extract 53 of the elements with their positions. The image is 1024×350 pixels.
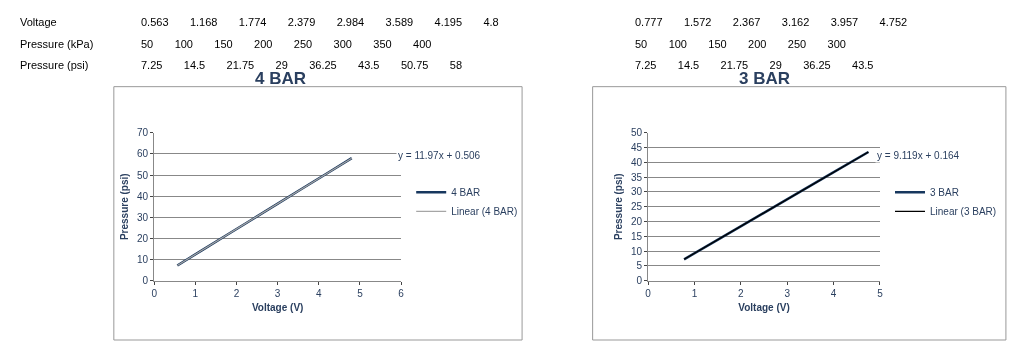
text: 0.563 1.168 1.774 2.379 2.984 3.589 4.195 4.8: [141, 16, 499, 28]
chart-title: 4 BAR: [255, 69, 307, 88]
x-tick-label: 2: [738, 287, 745, 299]
y-tick-label: 15: [630, 230, 643, 242]
x-tick-label: 0: [151, 287, 158, 299]
legend-label: Linear (4 BAR): [451, 206, 518, 218]
x-tick-label: 5: [877, 287, 884, 299]
x-axis-title: Voltage (V): [251, 302, 304, 314]
text: Pressure (kPa): [20, 38, 94, 50]
x-tick-label: 5: [357, 287, 364, 299]
text: Pressure (psi): [20, 59, 89, 71]
y-tick-label: 0: [636, 275, 643, 287]
y-tick-label: 10: [137, 254, 149, 266]
y-tick-label: 40: [137, 190, 149, 202]
y-axis-title: Pressure (psi): [119, 173, 131, 241]
x-tick-label: 4: [316, 287, 323, 299]
x-tick-label: 3: [784, 287, 791, 299]
x-tick-label: 4: [830, 287, 837, 299]
y-tick-label: 45: [630, 142, 643, 154]
x-tick-label: 1: [192, 287, 199, 299]
text: 0.777 1.572 2.367 3.162 3.957 4.752: [635, 16, 908, 28]
text: 7.25 14.5 21.75 29 36.25 43.5 50.75 58: [141, 59, 463, 71]
y-tick-label: 50: [630, 127, 643, 139]
legend-label: 4 BAR: [451, 187, 481, 199]
y-tick-label: 0: [142, 275, 149, 287]
x-axis-title: Voltage (V): [738, 302, 790, 314]
x-tick-label: 0: [645, 287, 652, 299]
y-tick-label: 5: [636, 260, 643, 272]
y-tick-label: 60: [137, 148, 149, 160]
legend-label: 3 BAR: [930, 187, 959, 199]
annotation: y = 9.119x + 0.164: [877, 150, 960, 161]
text: 50 100 150 200 250 300 350 400: [141, 38, 432, 50]
x-tick-label: 2: [233, 287, 240, 299]
chart-title: 3 BAR: [739, 69, 791, 88]
y-tick-label: 20: [630, 216, 643, 228]
y-tick-label: 25: [630, 201, 643, 213]
y-tick-label: 30: [630, 186, 643, 198]
x-tick-label: 1: [691, 287, 698, 299]
y-tick-label: 35: [630, 171, 643, 183]
text: 50 100 150 200 250 300: [635, 38, 846, 50]
legend-label: Linear (3 BAR): [930, 206, 997, 218]
x-tick-label: 3: [274, 287, 281, 299]
y-tick-label: 50: [137, 169, 149, 181]
x-tick-label: 6: [398, 287, 405, 299]
annotation: y = 11.97x + 0.506: [398, 150, 481, 161]
text: 7.25 14.5 21.75 29 36.25 43.5: [635, 59, 874, 71]
y-tick-label: 70: [137, 127, 149, 139]
text: Voltage: [20, 16, 57, 28]
y-tick-label: 40: [630, 156, 643, 168]
y-tick-label: 20: [137, 232, 149, 244]
y-axis-title: Pressure (psi): [612, 173, 624, 241]
y-tick-label: 30: [137, 211, 149, 223]
y-tick-label: 10: [630, 245, 643, 257]
